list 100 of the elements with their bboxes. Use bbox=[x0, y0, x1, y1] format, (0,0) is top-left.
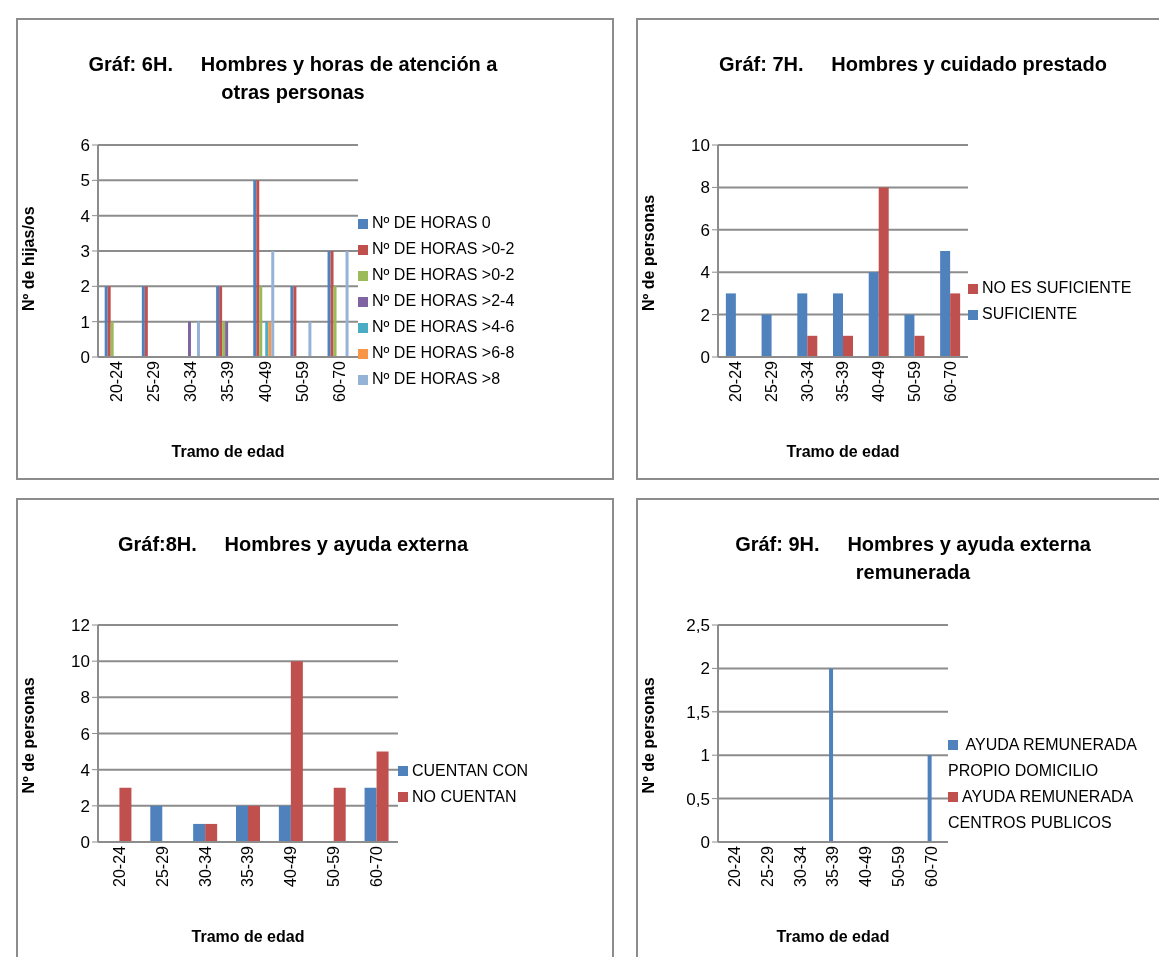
chart-title: Gráf: 7H. Hombres y cuidado prestado bbox=[718, 52, 1108, 77]
legend-label: Nº DE HORAS 0 bbox=[372, 214, 491, 231]
y-tick-label: 8 bbox=[80, 688, 90, 708]
y-axis-title: Nº de hijas/os bbox=[19, 206, 37, 311]
legend-label: NO CUENTAN bbox=[412, 787, 517, 805]
x-tick-label: 20-24 bbox=[107, 360, 125, 402]
bar bbox=[110, 321, 114, 357]
x-tick-label: 50-59 bbox=[890, 845, 908, 887]
y-tick-label: 3 bbox=[80, 242, 90, 262]
y-tick-label: 10 bbox=[71, 652, 90, 672]
y-tick-label: 2 bbox=[80, 796, 90, 816]
y-tick-label: 8 bbox=[700, 178, 710, 198]
bar bbox=[950, 293, 961, 357]
x-tick-label: 30-34 bbox=[798, 360, 816, 402]
x-tick-label: 60-70 bbox=[941, 360, 959, 402]
chart-title: Gráf: 6H. Hombres y horas de atención a otras personas bbox=[87, 52, 499, 105]
y-axis-title: Nº de personas bbox=[639, 194, 657, 311]
x-axis-title: Tramo de edad bbox=[191, 928, 305, 945]
x-tick-label: 40-49 bbox=[870, 360, 888, 402]
y-tick-label: 6 bbox=[80, 136, 90, 156]
bar bbox=[376, 751, 389, 842]
y-tick-label: 12 bbox=[71, 616, 90, 636]
bar bbox=[187, 321, 191, 357]
legend-label: Nº DE HORAS >0-2 bbox=[372, 240, 515, 257]
bar bbox=[843, 335, 853, 357]
x-tick-label: 30-34 bbox=[182, 360, 200, 402]
x-tick-label: 20-24 bbox=[725, 845, 743, 887]
x-tick-label: 40-49 bbox=[282, 845, 300, 887]
x-tick-label: 50-59 bbox=[905, 360, 923, 402]
x-tick-label: 30-34 bbox=[791, 845, 809, 887]
legend-label: CUENTAN CON bbox=[412, 761, 529, 779]
bar bbox=[333, 286, 337, 357]
y-tick-label: 2 bbox=[700, 305, 710, 325]
bar bbox=[940, 251, 951, 357]
x-tick-label: 25-29 bbox=[758, 845, 776, 887]
x-tick-label: 25-29 bbox=[153, 845, 171, 887]
bar bbox=[196, 321, 200, 357]
bar bbox=[833, 293, 843, 357]
y-tick-label: 0 bbox=[700, 348, 710, 368]
y-tick-label: 1,5 bbox=[686, 702, 710, 722]
bar bbox=[807, 335, 818, 357]
x-axis-title: Tramo de edad bbox=[786, 443, 900, 460]
bar bbox=[150, 805, 163, 842]
x-tick-label: 30-34 bbox=[196, 845, 214, 887]
y-tick-label: 2 bbox=[700, 659, 710, 679]
x-tick-label: 35-39 bbox=[239, 845, 257, 887]
chart-title: Gráf:8H. Hombres y ayuda externa bbox=[116, 532, 470, 557]
bar bbox=[290, 661, 303, 842]
x-tick-label: 60-70 bbox=[922, 845, 940, 887]
x-axis-title: Tramo de edad bbox=[171, 443, 285, 460]
chart-title: Gráf: 9H. Hombres y ayuda externa remunerada bbox=[734, 532, 1092, 585]
x-tick-label: 35-39 bbox=[834, 360, 852, 402]
x-tick-label: 35-39 bbox=[219, 360, 237, 402]
y-tick-label: 4 bbox=[700, 263, 710, 283]
legend-label: NO ES SUFICIENTE bbox=[982, 279, 1132, 296]
legend-label: SUFICIENTE bbox=[982, 305, 1078, 322]
legend-label: AYUDA REMUNERADA CENTROS PUBLICOS bbox=[948, 787, 1133, 831]
bar bbox=[345, 251, 349, 357]
x-tick-label: 20-24 bbox=[110, 845, 128, 887]
x-tick-label: 25-29 bbox=[762, 360, 780, 402]
x-tick-label: 60-70 bbox=[330, 360, 348, 402]
x-tick-label: 35-39 bbox=[824, 845, 842, 887]
y-tick-label: 0 bbox=[700, 833, 710, 853]
bar bbox=[904, 314, 915, 357]
bar bbox=[878, 187, 889, 357]
bar bbox=[868, 272, 879, 357]
y-tick-label: 0,5 bbox=[686, 789, 710, 809]
bar bbox=[333, 787, 346, 842]
x-tick-label: 50-59 bbox=[325, 845, 343, 887]
x-axis-title: Tramo de edad bbox=[776, 928, 890, 945]
bar bbox=[193, 823, 206, 842]
bar bbox=[205, 823, 218, 842]
bar bbox=[259, 286, 263, 357]
bar bbox=[914, 335, 925, 357]
bar bbox=[364, 787, 377, 842]
x-tick-label: 40-49 bbox=[256, 360, 274, 402]
legend-label: Nº DE HORAS >8 bbox=[372, 370, 501, 387]
y-axis-title: Nº de personas bbox=[639, 677, 657, 794]
y-tick-label: 0 bbox=[80, 348, 90, 368]
y-tick-label: 1 bbox=[700, 746, 710, 766]
bar bbox=[278, 805, 291, 842]
x-tick-label: 50-59 bbox=[293, 360, 311, 402]
bar bbox=[236, 805, 248, 842]
bar bbox=[797, 293, 808, 357]
x-tick-label: 40-49 bbox=[857, 845, 875, 887]
x-tick-label: 60-70 bbox=[367, 845, 385, 887]
legend-label: Nº DE HORAS >6-8 bbox=[372, 344, 515, 361]
y-tick-label: 0 bbox=[80, 833, 90, 853]
y-tick-label: 6 bbox=[700, 220, 710, 240]
y-tick-label: 2 bbox=[80, 277, 90, 297]
bar bbox=[119, 787, 132, 842]
legend-label: AYUDA REMUNERADA PROPIO DOMICILIO bbox=[948, 735, 1136, 779]
legend-label: Nº DE HORAS >0-2 bbox=[372, 266, 515, 283]
y-tick-label: 6 bbox=[80, 724, 90, 744]
y-tick-label: 1 bbox=[80, 312, 90, 332]
y-tick-label: 4 bbox=[80, 760, 90, 780]
x-tick-label: 25-29 bbox=[145, 360, 163, 402]
legend-label: Nº DE HORAS >2-4 bbox=[372, 292, 515, 309]
bar bbox=[725, 293, 736, 357]
y-tick-label: 2,5 bbox=[686, 616, 710, 636]
